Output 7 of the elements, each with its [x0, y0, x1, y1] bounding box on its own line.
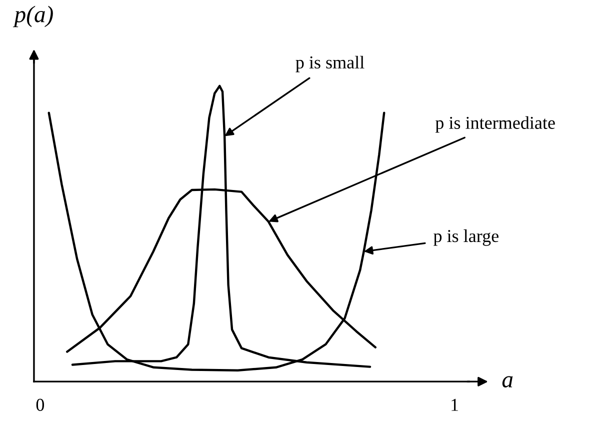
y-axis-title: p(a)	[12, 6, 53, 28]
x-tick-label: 0	[36, 398, 44, 411]
annotation: p is intermediate	[435, 116, 555, 133]
annotation: p is small	[296, 56, 364, 72]
x-tick-label: 1	[452, 398, 458, 411]
x-axis-title: a	[502, 376, 513, 388]
annotation: p is large	[434, 229, 498, 246]
